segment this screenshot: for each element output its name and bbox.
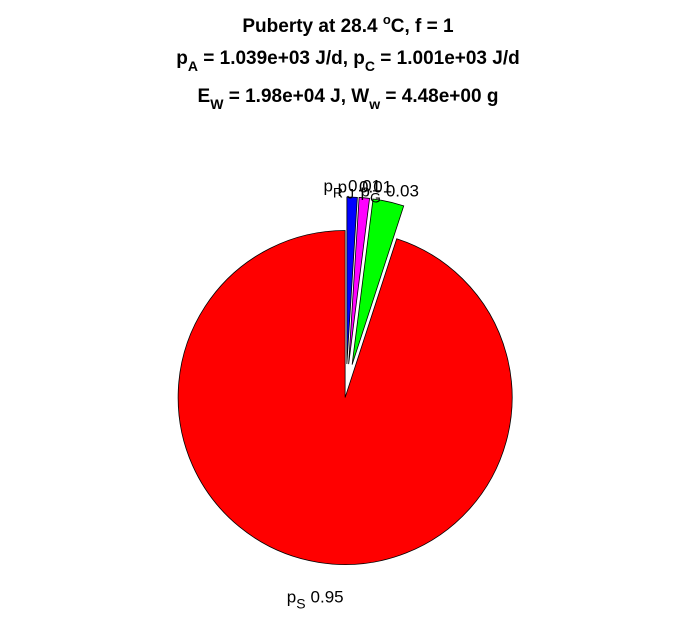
title-part: C, f = 1 [391, 16, 454, 37]
title-part: p [176, 48, 188, 69]
pie-slice [346, 196, 358, 365]
pie-slice [351, 198, 405, 365]
title-part: = 1.039e+03 J/d, p [198, 48, 365, 69]
pie-slice [348, 197, 371, 365]
title-sub: w [368, 96, 380, 112]
slice-label: pG 0.03 [360, 181, 418, 205]
title-sup: o [383, 12, 391, 27]
slice-label: pJ 0.01 [338, 177, 393, 201]
title-part: = 1.98e+04 J, W [223, 86, 369, 107]
title-line: Puberty at 28.4 oC, f = 1 [242, 12, 454, 37]
title-sub: C [365, 58, 375, 74]
title-part: = 1.001e+03 J/d [375, 48, 520, 69]
label-name: p [338, 177, 347, 196]
label-value: 0.01 [348, 177, 381, 196]
label-sub: S [296, 596, 305, 612]
title-line: pA = 1.039e+03 J/d, pC = 1.001e+03 J/d [176, 48, 519, 74]
label-sub: J [347, 185, 354, 201]
title-line: EW = 1.98e+04 J, Ww = 4.48e+00 g [198, 86, 499, 112]
title-part: Puberty at 28.4 [242, 16, 382, 37]
title-part: = 4.48e+00 g [380, 86, 498, 107]
label-value: 0.95 [311, 588, 344, 607]
label-name: p [323, 177, 332, 196]
label-sub: R [333, 185, 343, 201]
slice-label: pS 0.95 [287, 588, 344, 612]
title-part: E [198, 86, 211, 107]
title-sub: W [210, 96, 224, 112]
slice-label: pR 0.01 [323, 177, 381, 201]
label-value: 0.01 [359, 177, 392, 196]
label-name: p [360, 181, 369, 200]
title-sub: A [188, 58, 198, 74]
pie-slice [177, 230, 513, 565]
label-sub: G [370, 189, 381, 205]
label-name: p [287, 588, 296, 607]
label-value: 0.03 [386, 181, 419, 200]
